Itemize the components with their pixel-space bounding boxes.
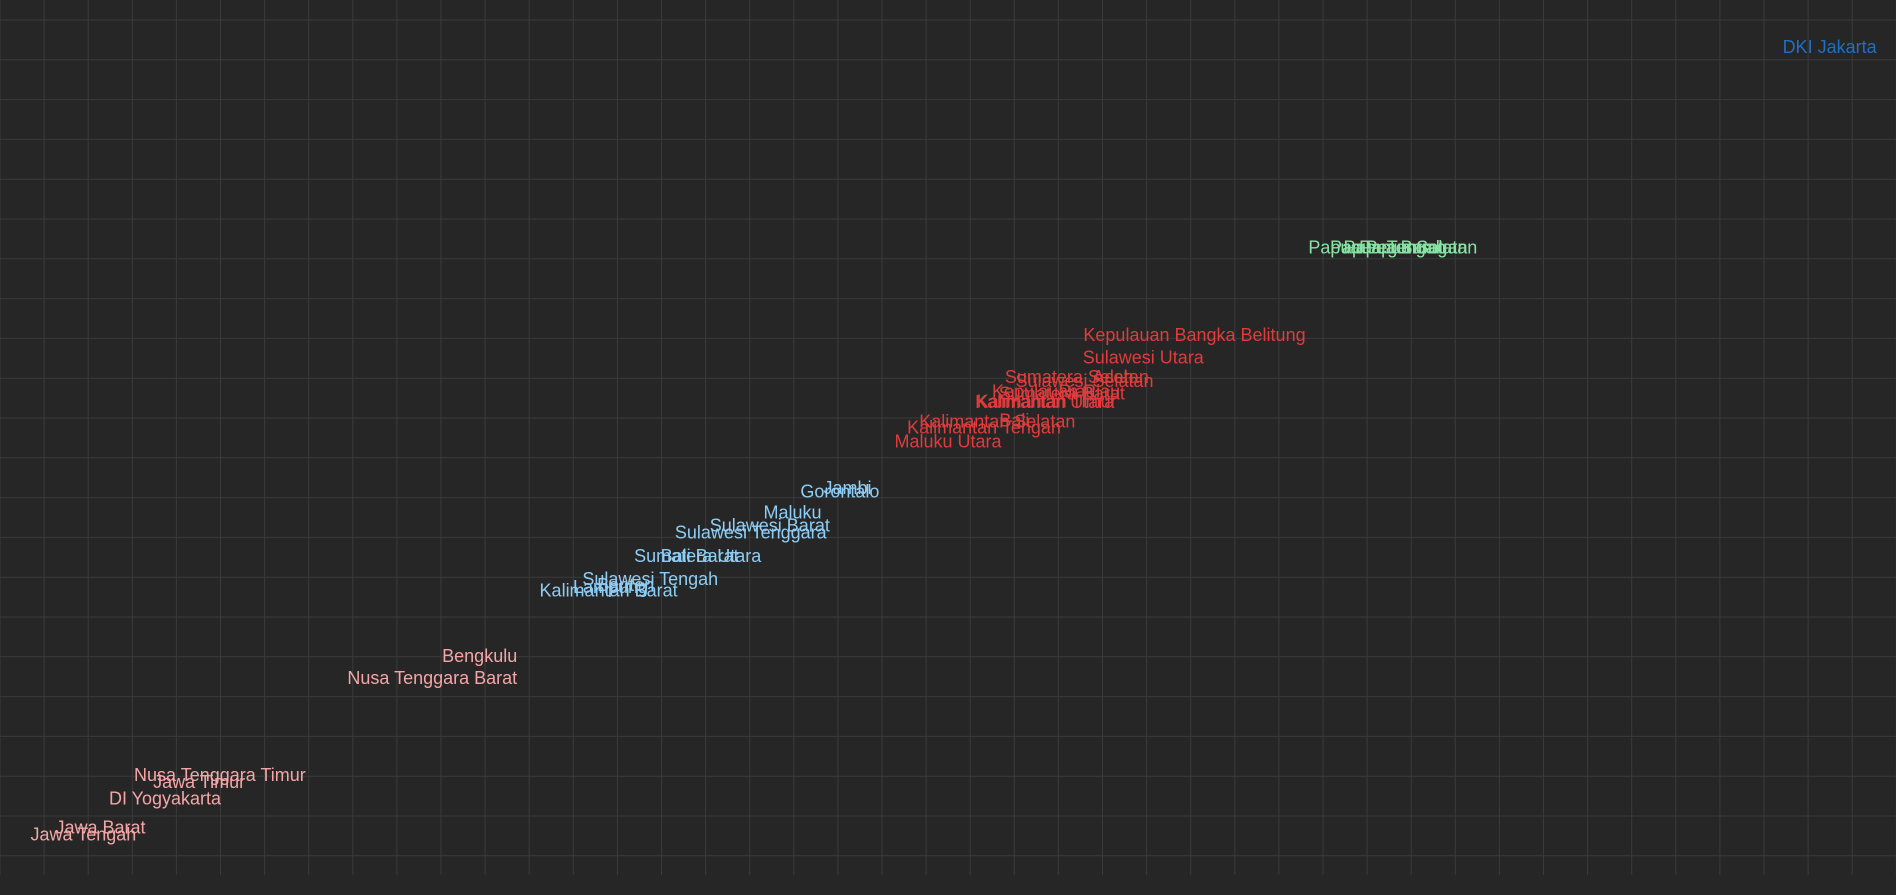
point-label: Aceh bbox=[1092, 367, 1133, 387]
point-label: Sulawesi Selatan bbox=[1015, 371, 1153, 391]
point-label: Jawa Barat bbox=[55, 817, 145, 837]
point-label: Jawa Timur bbox=[153, 772, 245, 792]
point-label: Sulawesi Tengah bbox=[582, 569, 718, 589]
point-label: Kalimantan Selatan bbox=[919, 411, 1075, 431]
point-label: DKI Jakarta bbox=[1783, 37, 1878, 57]
point-label: Jambi bbox=[823, 478, 871, 498]
point-label: Sumatera Barat bbox=[999, 383, 1125, 403]
point-label: Sulawesi Barat bbox=[710, 516, 830, 536]
point-label: DI Yogyakarta bbox=[109, 789, 222, 809]
point-label: Kalimantan Timur bbox=[977, 391, 1117, 411]
point-label: Maluku Utara bbox=[894, 432, 1002, 452]
point-label: Papua Tengah bbox=[1330, 237, 1446, 257]
point-label: Banten bbox=[597, 575, 654, 595]
point-label: Kalimantan Utara bbox=[975, 392, 1115, 412]
point-label: Lampung bbox=[573, 577, 648, 597]
point-label: Gorontalo bbox=[800, 481, 879, 501]
point-label: Sumatera Selatan bbox=[1005, 367, 1149, 387]
point-label: Kepulauan Riau bbox=[992, 382, 1120, 402]
point-label: Papua Barat bbox=[1344, 237, 1444, 257]
point-label: Sulawesi Tenggara bbox=[675, 523, 828, 543]
point-label: Nusa Tenggara Barat bbox=[347, 668, 517, 688]
point-label: Bali Barat bbox=[661, 546, 739, 566]
point-label: Riau bbox=[1058, 382, 1095, 402]
point-label: Kalimantan Tengah bbox=[907, 418, 1061, 438]
grid bbox=[0, 0, 1896, 875]
point-label: Papua Selatan bbox=[1359, 237, 1477, 257]
point-label: Bali bbox=[999, 411, 1029, 431]
point-label: Bengkulu bbox=[442, 646, 517, 666]
point-label: Kepulauan Bangka Belitung bbox=[1083, 325, 1305, 345]
point-label: Jawa Tengah bbox=[31, 824, 137, 844]
point-label: Maluku bbox=[763, 502, 821, 522]
point-label: Sulawesi Utara bbox=[1083, 348, 1205, 368]
point-label: Nusa Tenggara Timur bbox=[134, 765, 306, 785]
point-label: Kalimantan Barat bbox=[540, 580, 678, 600]
point-label: Papua Pegunungan bbox=[1308, 237, 1467, 257]
point-label: Sumatera Utara bbox=[634, 546, 762, 566]
